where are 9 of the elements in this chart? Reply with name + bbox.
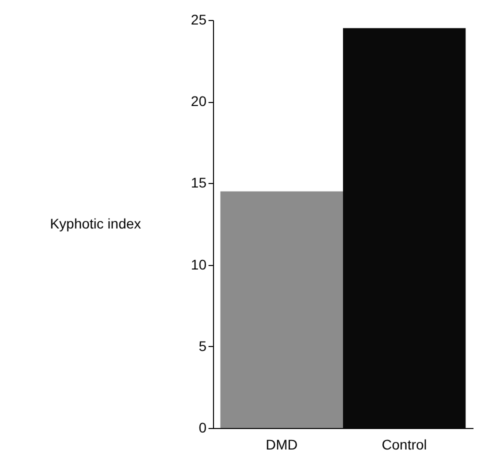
y-tick-label: 0 — [198, 420, 207, 436]
x-tick-label: DMD — [266, 436, 298, 452]
y-tick-label: 5 — [198, 338, 207, 354]
y-tick-label: 25 — [190, 12, 207, 28]
y-tick-label: 15 — [190, 174, 207, 191]
y-tick-label: 10 — [190, 256, 207, 272]
y-tick-label: 20 — [190, 93, 207, 110]
x-tick-label: Control — [382, 436, 427, 452]
y-axis-title: Kyphotic index — [50, 216, 142, 232]
